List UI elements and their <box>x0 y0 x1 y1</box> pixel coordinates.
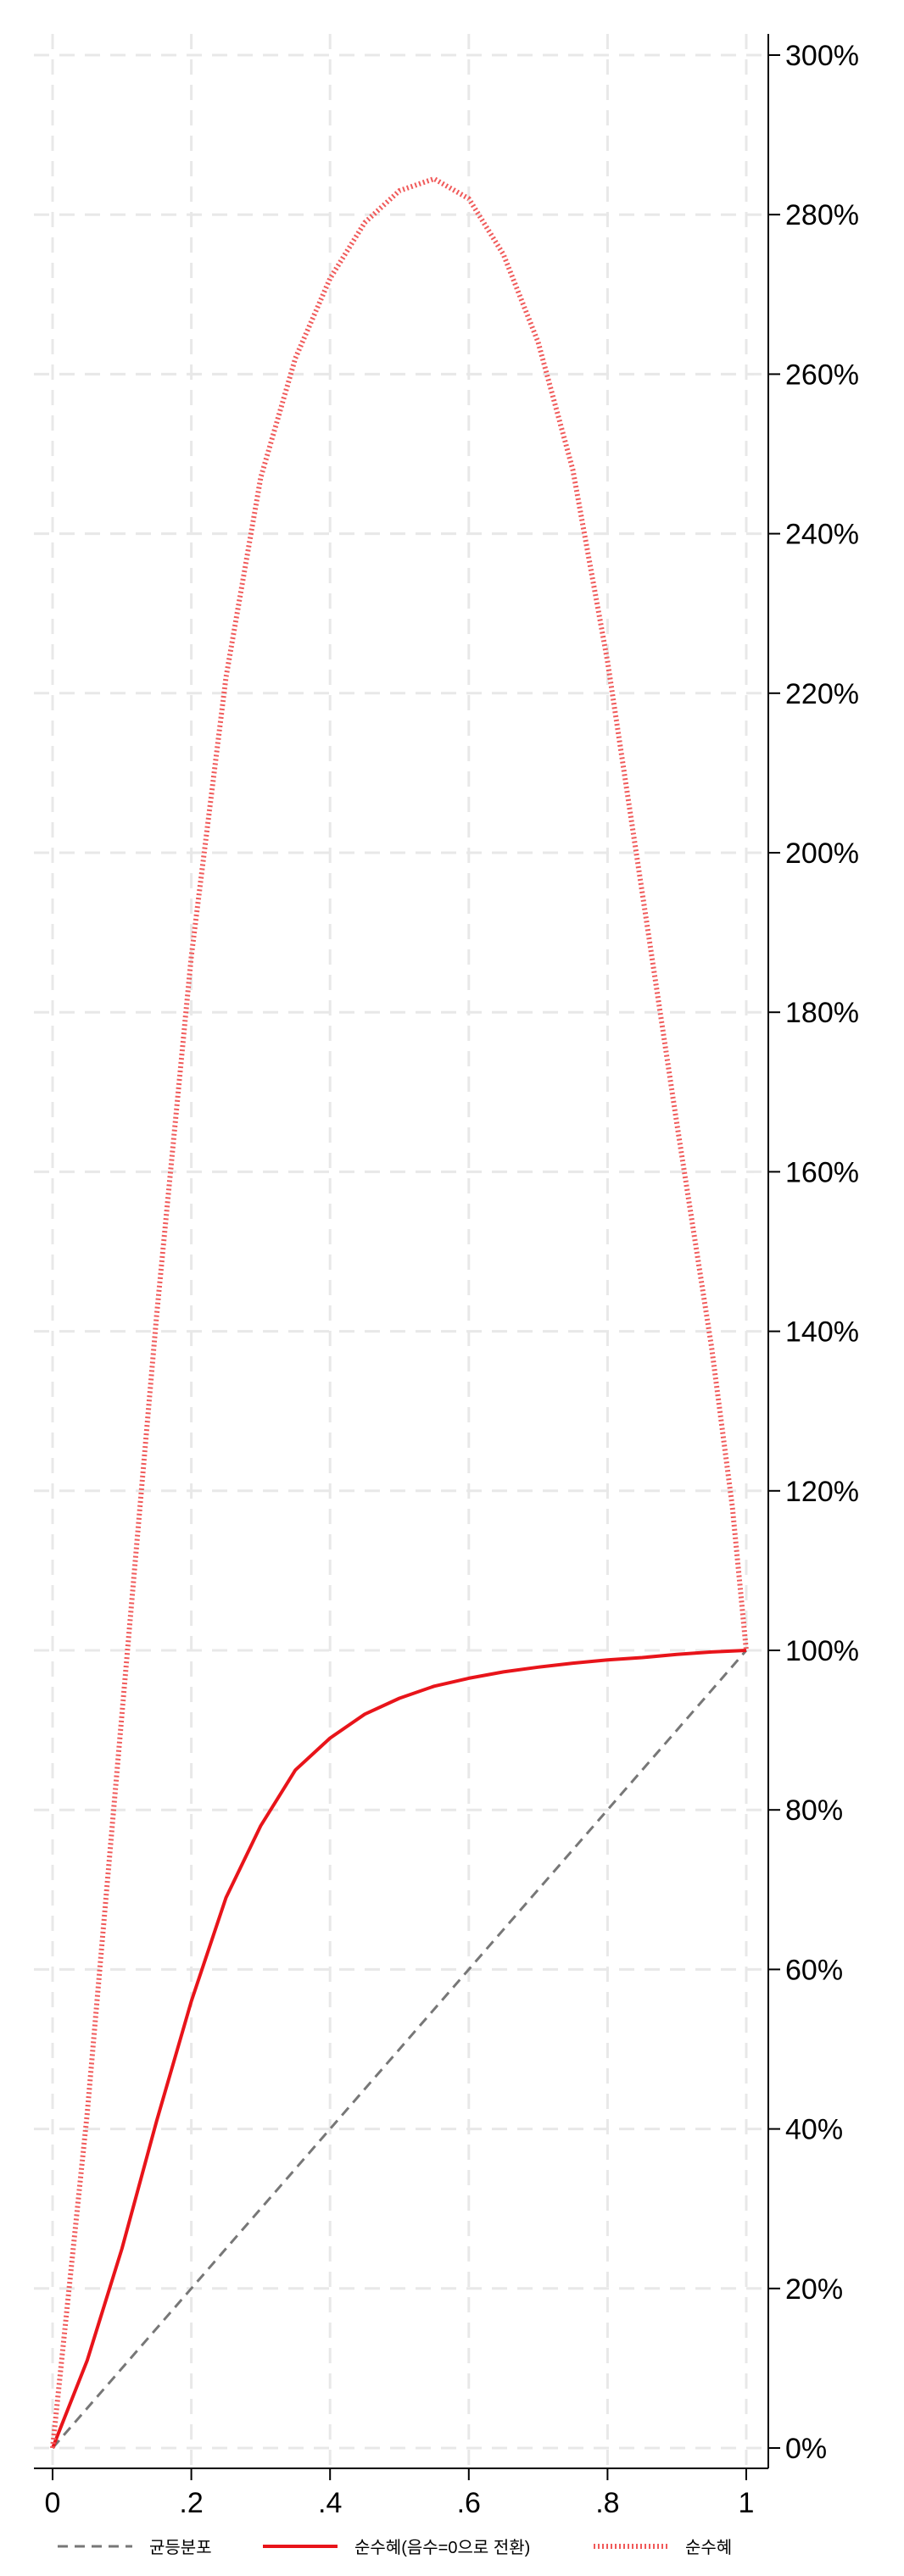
legend-label-2: 순수혜(음수=0으로 전환) <box>354 2538 530 2557</box>
y-tick-label: 180% <box>785 997 859 1029</box>
legend-label-3: 순수혜 <box>685 2538 732 2557</box>
y-tick-label: 60% <box>785 1954 843 1986</box>
y-tick-label: 220% <box>785 678 859 710</box>
y-tick-label: 280% <box>785 199 859 231</box>
y-tick-label: 260% <box>785 359 859 391</box>
x-tick-label: 1 <box>739 2487 755 2519</box>
y-tick-label: 240% <box>785 519 859 551</box>
x-tick-label: .6 <box>457 2487 481 2519</box>
y-tick-label: 80% <box>785 1794 843 1827</box>
x-tick-label: .2 <box>179 2487 203 2519</box>
x-tick-label: .8 <box>595 2487 619 2519</box>
x-tick-label: .4 <box>318 2487 342 2519</box>
y-tick-label: 300% <box>785 40 859 72</box>
y-tick-label: 120% <box>785 1476 859 1508</box>
y-tick-label: 140% <box>785 1316 859 1349</box>
y-tick-label: 20% <box>785 2273 843 2306</box>
y-tick-label: 160% <box>785 1156 859 1188</box>
y-tick-label: 200% <box>785 837 859 870</box>
y-tick-label: 0% <box>785 2433 827 2465</box>
series-line-2 <box>51 1649 747 2449</box>
x-tick-label: 0 <box>45 2487 61 2519</box>
legend-label-1: 균등분포 <box>149 2539 212 2557</box>
y-tick-label: 40% <box>785 2114 843 2146</box>
y-tick-label: 100% <box>785 1635 859 1667</box>
series-line-1 <box>51 1650 748 2449</box>
